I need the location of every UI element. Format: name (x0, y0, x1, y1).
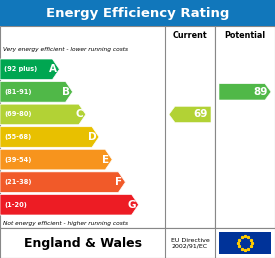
Polygon shape (219, 84, 271, 100)
Polygon shape (0, 149, 112, 170)
Bar (215, 26, 275, 228)
Text: Current: Current (173, 30, 207, 39)
Text: D: D (87, 132, 96, 142)
Text: E: E (102, 155, 109, 165)
Bar (0, 26, 275, 228)
Polygon shape (0, 195, 139, 215)
Polygon shape (0, 172, 125, 192)
Text: (92 plus): (92 plus) (4, 66, 37, 72)
Text: Energy Efficiency Rating: Energy Efficiency Rating (46, 6, 229, 20)
Text: EU Directive
2002/91/EC: EU Directive 2002/91/EC (170, 238, 209, 248)
Text: (69-80): (69-80) (4, 111, 32, 117)
Bar (219, 232, 271, 254)
Text: F: F (116, 177, 123, 187)
Text: England & Wales: England & Wales (23, 237, 142, 249)
Text: B: B (62, 87, 70, 97)
Polygon shape (0, 82, 73, 102)
Polygon shape (0, 104, 86, 125)
Bar (0, 228, 275, 258)
Text: (1-20): (1-20) (4, 202, 27, 208)
Text: G: G (127, 200, 136, 210)
Bar (0, 0, 275, 26)
Text: C: C (75, 109, 83, 119)
Polygon shape (0, 59, 59, 79)
Text: Very energy efficient - lower running costs: Very energy efficient - lower running co… (3, 47, 128, 52)
Text: 89: 89 (254, 87, 268, 97)
Text: (81-91): (81-91) (4, 89, 32, 95)
Text: Potential: Potential (224, 30, 266, 39)
Text: Not energy efficient - higher running costs: Not energy efficient - higher running co… (3, 221, 128, 225)
Text: (21-38): (21-38) (4, 179, 32, 185)
Polygon shape (0, 127, 99, 147)
Bar (165, 26, 215, 228)
Text: 69: 69 (194, 109, 208, 119)
Text: A: A (49, 64, 57, 74)
Text: (39-54): (39-54) (4, 157, 31, 163)
Text: (55-68): (55-68) (4, 134, 31, 140)
Polygon shape (169, 106, 211, 123)
